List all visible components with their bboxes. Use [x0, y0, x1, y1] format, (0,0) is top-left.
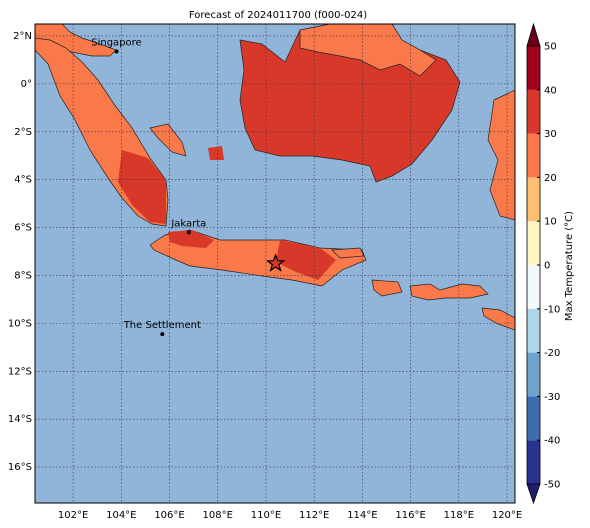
colorbar-tick-label: 10	[544, 217, 557, 228]
place-label: The Settlement	[123, 320, 201, 331]
colorbar-tick-label: 50	[544, 42, 557, 53]
colorbar-label: Max Temperature (°C)	[564, 211, 575, 321]
colorbar-band	[527, 133, 540, 178]
lombok-sumbawa	[409, 283, 489, 301]
sulawesi	[487, 89, 515, 221]
colorbar-tick-label: 30	[544, 129, 557, 140]
colorbar-band	[527, 396, 540, 441]
colorbar-tick-label: 20	[544, 173, 557, 184]
place-label: Jakarta	[170, 218, 206, 229]
lat-tick-label: 10°S	[8, 318, 32, 329]
colorbar-over	[526, 22, 541, 47]
colorbar-tick-label: -10	[544, 304, 560, 315]
place-dot	[114, 49, 119, 54]
colorbar-band	[527, 89, 540, 134]
place-dot	[186, 230, 191, 235]
lat-tick-label: 16°S	[8, 462, 32, 473]
colorbar-band	[527, 440, 540, 484]
lon-tick-label: 114°E	[347, 510, 377, 521]
madura	[331, 247, 365, 259]
colorbar-tick-label: 0	[544, 261, 550, 272]
lon-tick-label: 106°E	[154, 510, 184, 521]
java-hot-2	[276, 240, 336, 280]
colorbar-band	[527, 308, 540, 353]
java-hot	[168, 230, 214, 248]
lon-tick-label: 112°E	[299, 510, 329, 521]
lat-tick-label: 4°S	[14, 175, 32, 186]
place-label: Singapore	[91, 38, 141, 49]
flores	[481, 307, 515, 331]
sumatra-hot	[118, 150, 166, 224]
lat-tick-label: 14°S	[8, 414, 32, 425]
colorbar-tick-label: -40	[544, 436, 560, 447]
place-dot	[160, 332, 165, 337]
lon-tick-label: 110°E	[251, 510, 281, 521]
colorbar-band	[527, 221, 540, 265]
colorbar-tick-label: -30	[544, 392, 560, 403]
bali	[371, 279, 403, 297]
colorbar-tick-label: -50	[544, 480, 560, 491]
lon-tick-label: 104°E	[106, 510, 136, 521]
lon-tick-label: 102°E	[58, 510, 88, 521]
lat-tick-label: 8°S	[14, 270, 32, 281]
lon-tick-label: 120°E	[492, 510, 522, 521]
lat-tick-label: 12°S	[8, 366, 32, 377]
lat-tick-label: 2°S	[14, 127, 32, 138]
colorbar-band	[527, 177, 540, 222]
lon-tick-label: 116°E	[395, 510, 425, 521]
lat-tick-label: 6°S	[14, 223, 32, 234]
colorbar-band	[527, 46, 540, 90]
colorbar-under	[526, 483, 541, 505]
borneo-warm	[299, 24, 437, 77]
map-title: Forecast of 2024011700 (f000-024)	[189, 10, 367, 21]
colorbar-band	[527, 352, 540, 397]
lat-tick-label: 0°	[21, 79, 32, 90]
lon-tick-label: 108°E	[203, 510, 233, 521]
belitung	[208, 146, 224, 160]
colorbar-tick-label: -20	[544, 348, 560, 359]
map-frame	[34, 23, 516, 504]
colorbar-tick-label: 40	[544, 85, 557, 96]
star-marker	[265, 253, 286, 272]
lat-tick-label: 2°N	[13, 31, 32, 42]
colorbar-band	[527, 265, 540, 309]
lon-tick-label: 118°E	[444, 510, 474, 521]
